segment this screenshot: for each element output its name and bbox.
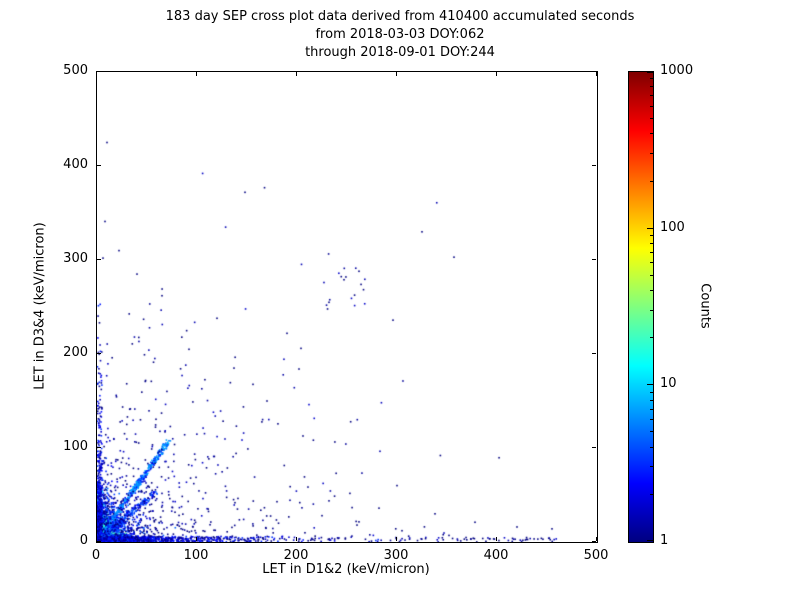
y-tick-label: 500 — [63, 63, 88, 78]
colorbar-tick-mark — [647, 72, 653, 73]
colorbar-minor-tick-mark — [650, 95, 653, 97]
colorbar-minor-tick-mark — [650, 180, 653, 182]
colorbar-minor-tick-mark — [650, 399, 653, 401]
scatter-canvas — [97, 72, 597, 542]
y-tick-mark — [592, 259, 596, 260]
colorbar-minor-tick-mark — [650, 408, 653, 410]
colorbar-minor-tick-mark — [650, 105, 653, 107]
colorbar-tick-label: 10 — [660, 376, 677, 392]
x-tick-label: 400 — [483, 548, 509, 563]
colorbar-minor-tick-mark — [650, 133, 653, 135]
y-tick-label: 400 — [63, 157, 88, 172]
colorbar-minor-tick-mark — [650, 446, 653, 448]
x-tick-mark — [396, 537, 397, 541]
y-tick-label: 200 — [63, 345, 88, 360]
y-tick-mark — [592, 447, 596, 448]
colorbar-tick-mark — [647, 540, 653, 541]
colorbar-minor-tick-mark — [650, 419, 653, 421]
colorbar-minor-tick-mark — [650, 431, 653, 433]
colorbar-tick-mark — [647, 384, 653, 386]
y-tick-mark — [97, 541, 101, 542]
colorbar-tick-label: 100 — [660, 219, 685, 235]
colorbar-minor-tick-mark — [650, 152, 653, 154]
x-tick-mark — [96, 72, 97, 76]
x-tick-mark — [96, 537, 97, 541]
colorbar-minor-tick-mark — [650, 78, 653, 80]
plot-area — [96, 71, 598, 543]
colorbar-minor-tick-mark — [650, 118, 653, 120]
colorbar-minor-tick-mark — [650, 493, 653, 495]
y-axis-label: LET in D3&4 (keV/micron) — [32, 222, 48, 390]
y-tick-mark — [97, 71, 101, 72]
y-tick-mark — [97, 259, 101, 260]
chart-title-line2: from 2018-03-03 DOY:062 — [315, 27, 485, 42]
x-tick-mark — [296, 537, 297, 541]
y-tick-label: 100 — [63, 439, 88, 454]
x-tick-mark — [396, 72, 397, 76]
colorbar-minor-tick-mark — [650, 262, 653, 264]
y-tick-mark — [592, 353, 596, 354]
y-tick-mark — [592, 71, 596, 72]
x-tick-mark — [196, 537, 197, 541]
colorbar-minor-tick-mark — [650, 290, 653, 291]
colorbar-minor-tick-mark — [650, 234, 653, 236]
x-tick-label: 500 — [583, 548, 609, 563]
y-tick-label: 0 — [79, 533, 88, 548]
chart-title: 183 day SEP cross plot data derived from… — [0, 8, 800, 62]
y-tick-mark — [592, 165, 596, 166]
x-tick-label: 300 — [383, 548, 409, 563]
colorbar-minor-tick-mark — [650, 309, 653, 311]
y-tick-mark — [97, 447, 101, 448]
colorbar-minor-tick-mark — [650, 466, 653, 468]
colorbar-minor-tick-mark — [650, 337, 653, 339]
x-tick-mark — [596, 72, 597, 76]
y-tick-mark — [592, 541, 596, 542]
colorbar-minor-tick-mark — [650, 242, 653, 244]
x-tick-mark — [496, 537, 497, 541]
x-tick-mark — [596, 537, 597, 541]
colorbar-label: Counts — [697, 283, 713, 329]
x-axis-label: LET in D1&2 (keV/micron) — [262, 562, 430, 577]
colorbar-minor-tick-mark — [650, 86, 653, 88]
x-tick-mark — [196, 72, 197, 76]
colorbar-minor-tick-mark — [650, 251, 653, 253]
x-tick-label: 200 — [283, 548, 309, 563]
y-tick-mark — [97, 353, 101, 354]
colorbar-tick-label: 1000 — [660, 63, 694, 78]
x-tick-mark — [496, 72, 497, 76]
chart-title-line1: 183 day SEP cross plot data derived from… — [165, 9, 635, 24]
x-tick-mark — [296, 72, 297, 76]
colorbar-minor-tick-mark — [650, 391, 653, 393]
colorbar-minor-tick-mark — [650, 274, 653, 276]
chart-title-line3: through 2018-09-01 DOY:244 — [305, 45, 495, 60]
x-tick-label: 100 — [183, 548, 209, 563]
colorbar — [628, 71, 654, 543]
colorbar-tick-mark — [647, 227, 653, 229]
x-tick-label: 0 — [91, 548, 101, 563]
colorbar-tick-label: 1 — [660, 533, 669, 548]
y-tick-mark — [97, 165, 101, 166]
y-tick-label: 300 — [63, 251, 88, 266]
